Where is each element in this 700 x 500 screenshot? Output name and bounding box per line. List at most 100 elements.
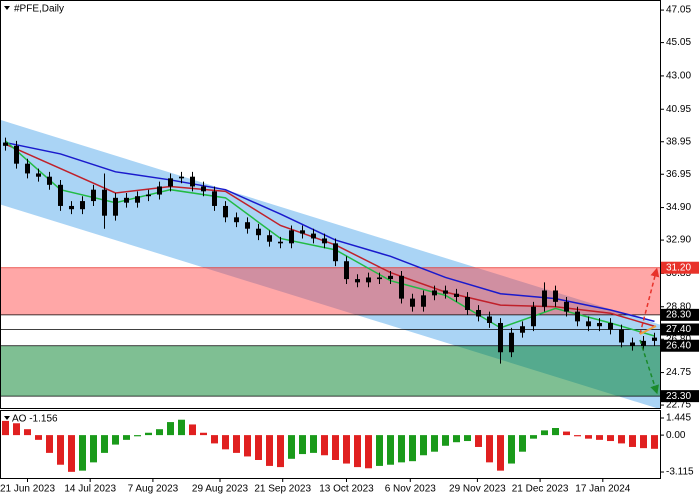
candle-body (201, 186, 206, 192)
ao-bar (585, 435, 592, 439)
y-tick-label: 34.90 (666, 202, 691, 213)
candle-body (410, 298, 415, 307)
level-label: 28.30 (666, 309, 691, 320)
ao-bar (464, 435, 471, 442)
candle-body (212, 191, 217, 206)
ao-bar (574, 435, 581, 437)
level-label: 23.30 (666, 391, 691, 402)
candle-body (454, 293, 459, 297)
candle-body (245, 222, 250, 229)
ao-bar (233, 435, 240, 453)
price-panel: 47.05 45.05 43.00 40.95 38.95 36.95 34.90 32.90… (0, 5, 699, 495)
ao-bar (651, 435, 658, 449)
candle-body (311, 233, 316, 239)
candle-body (366, 277, 371, 283)
ao-bar (178, 419, 185, 436)
candle-body (421, 295, 426, 307)
y-tick-label: 22.75 (666, 400, 691, 411)
candle-body (630, 342, 635, 346)
candle-body (36, 173, 41, 177)
candle-body (179, 176, 184, 179)
ao-bar (2, 420, 9, 436)
level-label-bg (661, 339, 699, 352)
candle-body (278, 241, 283, 244)
candle-body (322, 238, 327, 244)
ao-bar (200, 432, 207, 436)
ao-bar (541, 430, 548, 436)
candle-body (476, 309, 481, 317)
candle-body (91, 189, 96, 202)
candle-body (564, 301, 569, 312)
ao-bar (222, 435, 229, 450)
candle-body (267, 235, 272, 242)
candle-body (432, 290, 437, 296)
candle-body (377, 277, 382, 280)
x-tick-label: 6 Nov 2023 (385, 484, 437, 495)
candle-body (586, 321, 591, 327)
ao-bar (189, 424, 196, 436)
menu-icon (4, 416, 10, 420)
ao-bar (530, 435, 537, 439)
y-tick-label: 43.00 (666, 71, 691, 82)
x-tick-label: 17 Jan 2024 (575, 484, 630, 495)
candle-body (190, 176, 195, 187)
ao-bar (57, 435, 64, 465)
candle-body (520, 326, 525, 333)
ao-bar (607, 435, 614, 442)
candle-body (542, 290, 547, 307)
x-tick-label: 7 Aug 2023 (128, 484, 179, 495)
candle-body (300, 230, 305, 234)
level-label: 31.20 (666, 262, 691, 273)
candle-body (3, 142, 8, 146)
candle-body (355, 279, 360, 283)
y-tick-label: 40.95 (666, 104, 691, 115)
ao-bar (24, 429, 31, 436)
x-tick-label: 29 Nov 2023 (449, 484, 506, 495)
ao-bar (442, 435, 449, 446)
y-tick-label: 26.80 (666, 334, 691, 345)
ao-bar (112, 435, 119, 445)
candle-body (289, 230, 294, 244)
candle-body (333, 243, 338, 262)
candle-body (531, 306, 536, 327)
ao-bar (486, 435, 493, 463)
level-label: 27.40 (666, 324, 691, 335)
ao-bar (409, 435, 416, 462)
candle-body (509, 332, 514, 353)
candle-body (619, 329, 624, 343)
candle-body (399, 275, 404, 299)
candle-body (575, 311, 580, 322)
ao-bar (354, 435, 361, 468)
menu-icon (4, 6, 10, 10)
candle-body (498, 322, 503, 353)
ao-bar (563, 431, 570, 436)
x-tick-label: 21 Jun 2023 (0, 484, 55, 495)
ao-bar (13, 423, 20, 436)
price-panel-border (0, 0, 661, 409)
candle-body (443, 290, 448, 294)
candle-body (641, 340, 646, 346)
level-label-bg (661, 308, 699, 321)
ao-bar (79, 435, 86, 471)
ao-bar (123, 435, 130, 440)
ao-bar (145, 432, 152, 436)
candle-body (69, 205, 74, 210)
level-label-bg (661, 390, 699, 403)
y-tick-label: 28.80 (666, 301, 691, 312)
candle-body (168, 178, 173, 187)
candle-body (146, 194, 151, 197)
ao-bar (398, 435, 405, 463)
level-label-bg (661, 323, 699, 336)
ao-bar (46, 435, 53, 453)
candle-body (25, 163, 30, 174)
ao-bar (453, 435, 460, 443)
y-tick-label: -3.115 (666, 467, 694, 478)
candle-body (344, 261, 349, 280)
ao-panel-border (0, 410, 661, 479)
ao-bar (211, 435, 218, 444)
ao-title: AO -1.156 (12, 414, 58, 425)
candle-body (608, 322, 613, 330)
ao-bar (277, 435, 284, 468)
ao-bar (255, 435, 262, 460)
